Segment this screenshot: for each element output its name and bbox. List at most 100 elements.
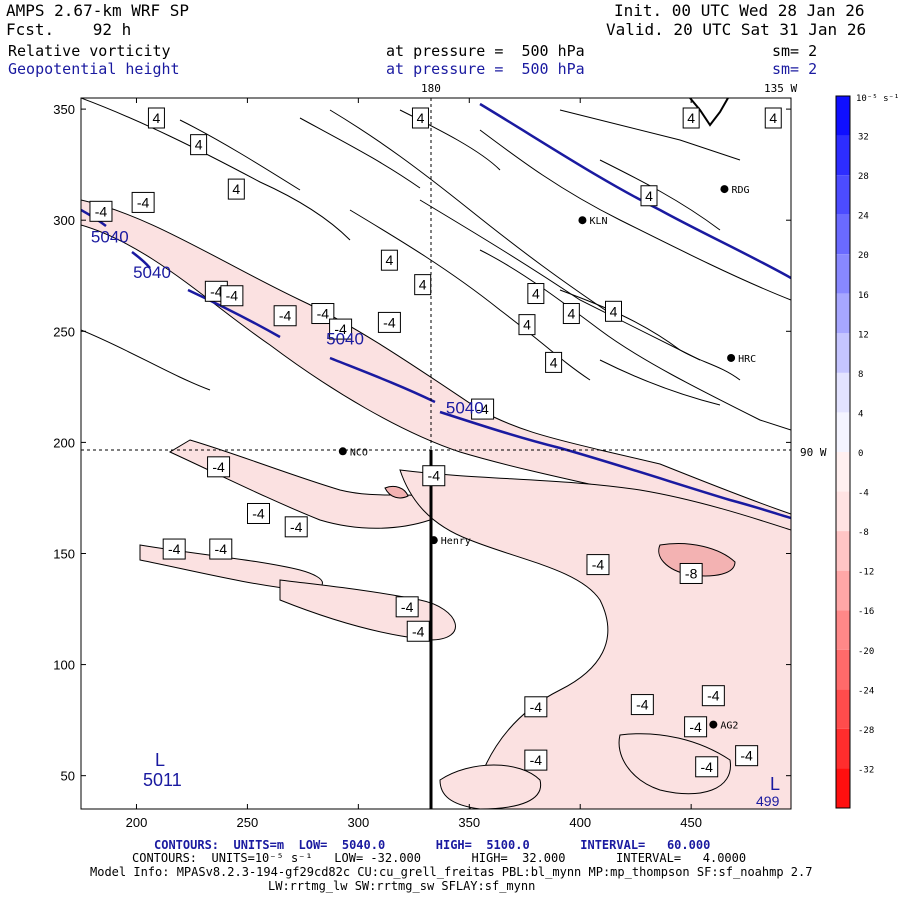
vorticity-label-box (630, 694, 654, 716)
vorticity-label-box (207, 456, 231, 478)
y-tick-label: 350 (53, 102, 75, 117)
color-bar-label: 32 (858, 133, 869, 143)
vorticity-label-box (414, 274, 432, 296)
x-tick-label: 250 (237, 815, 259, 830)
vorticity-label: 4 (518, 314, 536, 336)
vorticity-label: -4 (586, 554, 610, 576)
vorticity-label: 4 (640, 185, 658, 207)
x-tick-label: 400 (569, 815, 591, 830)
forecast-hour: Fcst. 92 h (6, 20, 132, 39)
height-contour-label: 5040 (91, 227, 129, 246)
coastline (689, 98, 729, 127)
vorticity-label: -4 (311, 303, 335, 325)
vorticity-label-box (605, 300, 622, 322)
vorticity-label: -4 (207, 456, 231, 478)
color-bar-segment (836, 768, 850, 808)
vorticity-label-box (695, 756, 719, 778)
vorticity-label: -4 (131, 191, 155, 213)
low-center-value-2: 499 (756, 793, 780, 809)
vorticity-label: -4 (209, 538, 233, 560)
height-contour-label: 5040 (326, 330, 364, 349)
vorticity-label-box (764, 107, 782, 129)
vorticity-label-text: 4 (386, 252, 394, 268)
y-tick-label: 100 (53, 658, 75, 673)
vorticity-label: 4 (545, 351, 563, 373)
color-bar-segment (836, 135, 850, 176)
vorticity-label: -4 (329, 318, 353, 340)
vorticity-label-text: 4 (769, 110, 777, 126)
vorticity-label-box (209, 538, 233, 560)
vorticity-label: 4 (764, 107, 782, 129)
color-bar-label: -4 (858, 489, 869, 499)
vorticity-label-text: -4 (530, 699, 543, 715)
low-center-marker-2: L (770, 774, 780, 794)
vorticity-label-text: -4 (689, 719, 702, 735)
vorticity-label: -4 (630, 694, 654, 716)
lon-label-180: 180 (421, 82, 441, 95)
vorticity-label-box (411, 107, 429, 129)
color-bar-label: -16 (858, 607, 874, 617)
init-time: Init. 00 UTC Wed 28 Jan 26 (614, 1, 865, 20)
stations: RDG KLN HRC NCO Henry AG2 (338, 185, 756, 732)
x-tick-label: 350 (458, 815, 480, 830)
vorticity-label: -4 (701, 685, 725, 707)
vorticity-label-text: 4 (419, 277, 427, 293)
station-label: HRC (738, 354, 756, 365)
color-bar-segment (836, 175, 850, 215)
x-tick-label: 300 (347, 815, 369, 830)
color-bar-segment (836, 214, 850, 255)
vorticity-label-box (679, 562, 703, 584)
vorticity-label-box (395, 596, 419, 618)
vorticity-label-box (227, 178, 245, 200)
color-bar-label: 12 (858, 330, 869, 340)
vorticity-label: -4 (284, 516, 308, 538)
vorticity-label-text: -4 (252, 505, 265, 521)
vorticity-label-box (524, 696, 548, 718)
color-bar-segment (836, 333, 850, 373)
field1-smoothing: sm= 2 (772, 42, 818, 60)
field1-name: Relative vorticity (8, 42, 171, 60)
station-marker (578, 216, 587, 225)
vorticity-label-text: -4 (383, 314, 396, 330)
color-bar-frame (835, 95, 851, 809)
vorticity-label-text: 4 (567, 306, 575, 322)
vorticity-label-text: -4 (428, 468, 441, 484)
vorticity-label-box (518, 314, 536, 336)
color-bar-label: -8 (858, 528, 869, 538)
color-bar-label: 0 (858, 449, 863, 459)
station-label: Henry (441, 536, 471, 547)
station-marker (727, 353, 736, 362)
vorticity-label-box (545, 351, 563, 373)
vorticity-label: 4 (562, 303, 580, 325)
color-bar-label: 24 (858, 212, 869, 222)
color-bar-label: 16 (858, 291, 869, 301)
vorticity-label: 4 (190, 134, 208, 156)
low-center-marker: L (155, 750, 165, 770)
vorticity-label-text: -4 (317, 306, 330, 322)
x-tick-label: 200 (126, 815, 148, 830)
color-bar-segment (836, 531, 850, 571)
vorticity-label-box (147, 107, 165, 129)
vorticity-label-box (131, 191, 155, 213)
vorticity-label-text: 4 (195, 137, 203, 153)
station-marker (429, 536, 438, 545)
vorticity-label-text: -4 (530, 752, 543, 768)
vorticity-label-text: -4 (636, 697, 649, 713)
vorticity-label-box (380, 249, 398, 271)
vorticity-label-text: -4 (476, 401, 489, 417)
vorticity-label-box (406, 620, 430, 642)
vorticity-label-text: -4 (401, 599, 414, 615)
vorticity-label: -4 (395, 596, 419, 618)
vorticity-label-text: -4 (212, 459, 225, 475)
color-bar-unit: 10⁻⁵ s⁻¹ (856, 94, 899, 104)
color-bar-label: 28 (858, 172, 869, 182)
station-label: NCO (350, 447, 368, 458)
color-bar-segment (836, 689, 850, 729)
vorticity-label-text: 4 (550, 354, 558, 370)
model-info-radiation: LW:rrtmg_lw SW:rrtmg_sw SFLAY:sf_mynn (268, 879, 536, 893)
field2-level: at pressure = 500 hPa (386, 60, 585, 78)
vorticity-label: -4 (377, 311, 401, 333)
vorticity-label-box (524, 749, 548, 771)
